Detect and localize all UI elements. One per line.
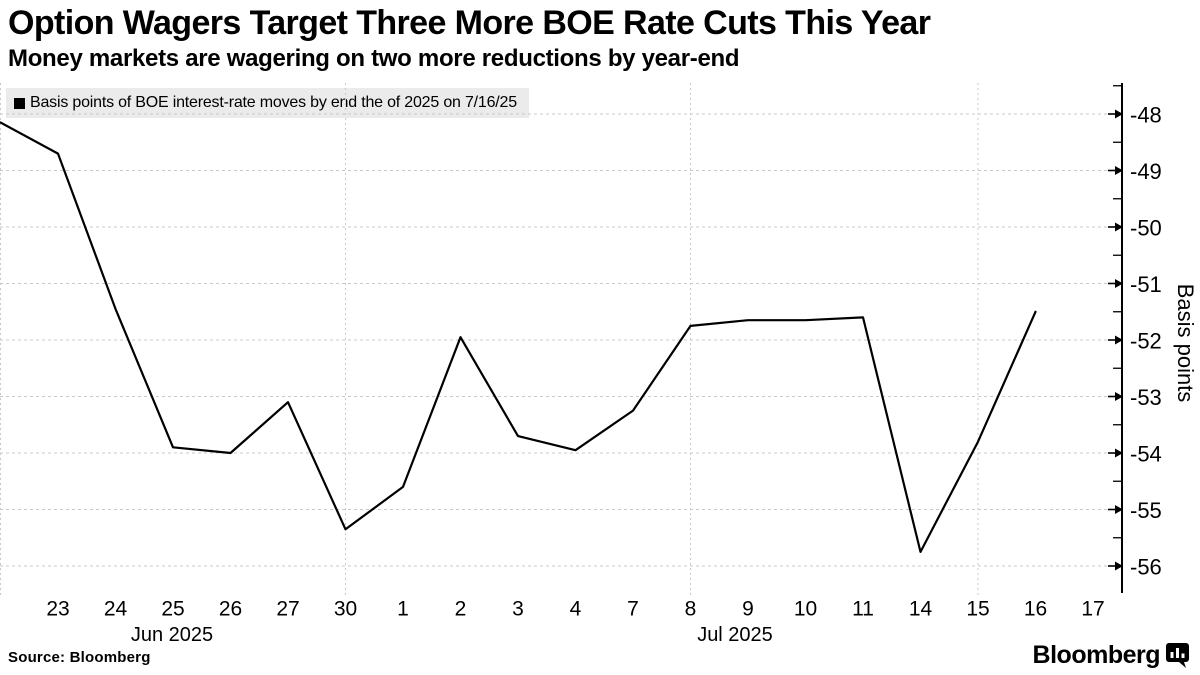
svg-text:3: 3 bbox=[512, 598, 524, 621]
svg-text:9: 9 bbox=[742, 598, 754, 621]
bloomberg-logo-text: Bloomberg bbox=[1032, 641, 1161, 669]
svg-text:2: 2 bbox=[455, 598, 467, 621]
bloomberg-chart-bubble-icon bbox=[1166, 642, 1189, 668]
svg-text:14: 14 bbox=[909, 598, 933, 621]
svg-text:1: 1 bbox=[397, 598, 409, 621]
y-axis-title: Basis points bbox=[1173, 284, 1198, 403]
page-title: Option Wagers Target Three More BOE Rate… bbox=[8, 4, 931, 42]
svg-text:11: 11 bbox=[852, 598, 874, 621]
svg-text:-53: -53 bbox=[1130, 385, 1162, 410]
svg-text:26: 26 bbox=[219, 598, 242, 621]
svg-text:7: 7 bbox=[627, 598, 639, 621]
svg-text:-50: -50 bbox=[1130, 216, 1162, 241]
svg-text:-48: -48 bbox=[1130, 103, 1162, 128]
svg-text:-55: -55 bbox=[1130, 498, 1162, 523]
svg-text:Jun 2025: Jun 2025 bbox=[131, 624, 213, 646]
svg-text:Jul 2025: Jul 2025 bbox=[697, 624, 773, 646]
svg-text:-54: -54 bbox=[1130, 442, 1162, 467]
series-line bbox=[0, 121, 1037, 554]
svg-text:15: 15 bbox=[966, 598, 989, 621]
source-attribution: Source: Bloomberg bbox=[8, 649, 151, 666]
legend: Basis points of BOE interest-rate moves … bbox=[6, 88, 529, 118]
svg-text:27: 27 bbox=[276, 598, 299, 621]
y-axis: -48 -49 -50 -51 -52 -53 -54 -55 -56 bbox=[1108, 83, 1162, 593]
svg-text:17: 17 bbox=[1081, 598, 1104, 621]
svg-text:-52: -52 bbox=[1130, 329, 1162, 354]
horizontal-gridlines bbox=[0, 113, 1122, 567]
vertical-gridlines bbox=[0, 83, 979, 595]
svg-text:8: 8 bbox=[685, 598, 697, 621]
bloomberg-logo: Bloomberg bbox=[1033, 641, 1190, 670]
svg-text:-56: -56 bbox=[1130, 555, 1162, 580]
svg-text:25: 25 bbox=[161, 598, 184, 621]
svg-text:10: 10 bbox=[794, 598, 817, 621]
svg-text:30: 30 bbox=[334, 598, 357, 621]
svg-text:-49: -49 bbox=[1130, 159, 1162, 184]
svg-text:24: 24 bbox=[104, 598, 128, 621]
svg-text:23: 23 bbox=[46, 598, 69, 621]
legend-swatch-icon bbox=[14, 97, 25, 109]
page-subtitle: Money markets are wagering on two more r… bbox=[8, 45, 740, 72]
svg-text:16: 16 bbox=[1024, 598, 1047, 621]
svg-text:Basis points: Basis points bbox=[1173, 284, 1198, 403]
svg-text:4: 4 bbox=[570, 598, 582, 621]
legend-label: Basis points of BOE interest-rate moves … bbox=[30, 94, 517, 111]
svg-text:-51: -51 bbox=[1130, 272, 1162, 297]
